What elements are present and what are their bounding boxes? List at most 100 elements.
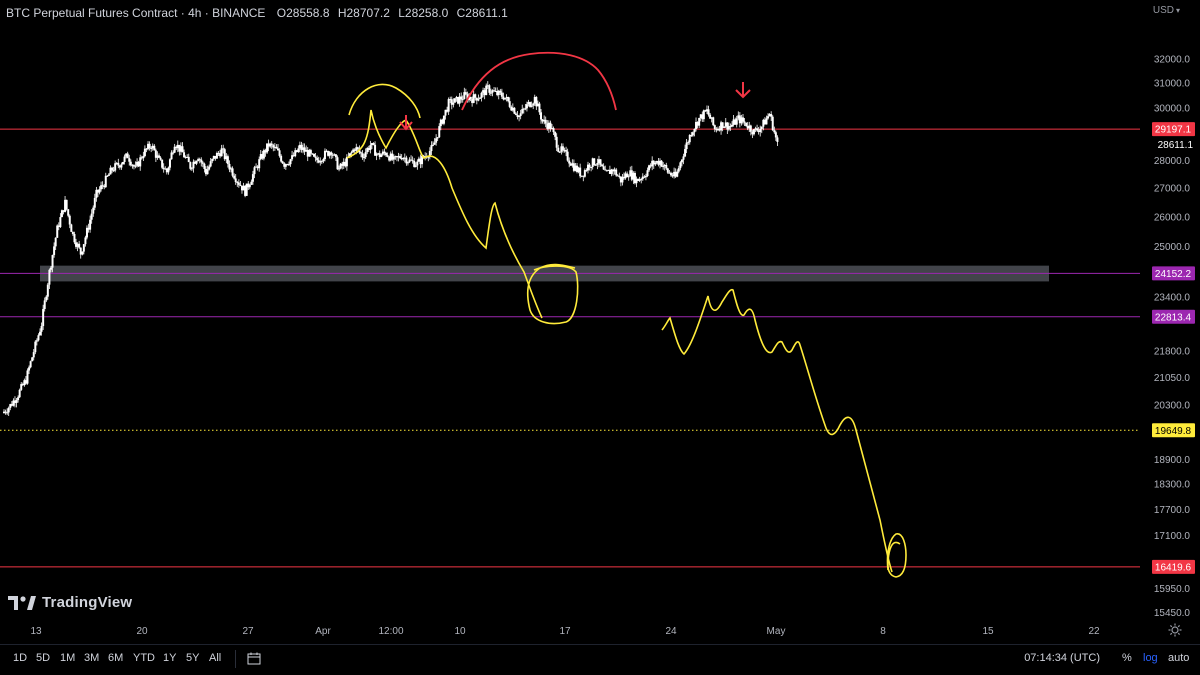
candle-body: [352, 149, 355, 153]
candle-body: [558, 151, 561, 153]
timeframe-3m-button[interactable]: 3M: [84, 652, 100, 664]
date-range-icon[interactable]: [247, 652, 261, 665]
candle-body: [554, 132, 557, 137]
candle-body: [311, 153, 314, 155]
candle-body: [461, 99, 464, 101]
candle-body: [10, 404, 13, 406]
candle-body: [151, 145, 154, 149]
candle-body: [693, 128, 696, 133]
timeframe-5d-button[interactable]: 5D: [36, 652, 51, 664]
candle-body: [132, 165, 135, 167]
candle-body: [287, 164, 290, 166]
candle-body: [256, 166, 259, 169]
candle-body: [309, 150, 312, 154]
bottom-divider: [0, 644, 1200, 645]
gear-icon[interactable]: [1168, 623, 1182, 637]
timeframe-1d-button[interactable]: 1D: [13, 652, 28, 664]
candle-body: [666, 168, 669, 173]
price-line-label: 19649.8: [1155, 426, 1192, 437]
candle-body: [107, 174, 110, 176]
candle-body: [258, 159, 261, 169]
candle-body: [457, 96, 460, 104]
candle-body: [26, 370, 29, 384]
log-scale-button[interactable]: log: [1143, 652, 1158, 664]
candle-body: [183, 152, 186, 158]
yellow-drawing-cap[interactable]: [348, 83, 421, 119]
candle-body: [475, 97, 478, 101]
candle-body: [593, 158, 596, 165]
candle-body: [147, 143, 150, 149]
candle-body: [408, 159, 411, 163]
utc-clock[interactable]: 07:14:34 (UTC): [1024, 652, 1100, 664]
candle-body: [54, 237, 57, 247]
candle-body: [743, 121, 746, 123]
candle-body: [773, 130, 776, 133]
candle-body: [7, 407, 10, 413]
candle-body: [665, 164, 668, 169]
timeframe-1y-button[interactable]: 1Y: [163, 652, 177, 664]
candle-body: [330, 152, 333, 155]
timeframe-1m-button[interactable]: 1M: [60, 652, 76, 664]
ohlc-values: O28558.8 H28707.2 L28258.0 C28611.1: [277, 6, 513, 20]
candle-body: [115, 162, 118, 164]
candle-body: [148, 143, 151, 148]
candle-body: [682, 156, 685, 160]
candle-body: [278, 150, 281, 156]
symbol-title[interactable]: BTC Perpetual Futures Contract · 4h · BI…: [6, 6, 266, 20]
candle-body: [247, 183, 250, 188]
candle-body: [206, 169, 209, 175]
candle-body: [649, 165, 652, 167]
auto-scale-button[interactable]: auto: [1168, 652, 1190, 664]
candle-body: [344, 161, 347, 167]
price-tick-label: 21800.0: [1154, 346, 1191, 357]
candle-body: [267, 143, 270, 147]
candle-body: [701, 114, 704, 120]
timeframe-ytd-button[interactable]: YTD: [133, 652, 155, 664]
candle-body: [757, 130, 760, 133]
yellow-drawing-descent[interactable]: [661, 288, 893, 573]
candle-body: [605, 170, 608, 172]
red-arc-top[interactable]: [461, 51, 617, 111]
yellow-circle-target[interactable]: [526, 263, 579, 325]
candle-body: [698, 117, 701, 126]
time-tick-label: 13: [30, 626, 42, 637]
candle-body: [142, 156, 145, 159]
candle-body: [266, 143, 269, 153]
candle-body: [331, 154, 334, 156]
candle-body: [345, 157, 348, 167]
candle-body: [118, 165, 121, 168]
user-drawings[interactable]: [346, 51, 907, 578]
candle-body: [29, 361, 32, 368]
candle-body: [555, 136, 558, 148]
candle-body: [741, 117, 744, 122]
candle-body: [616, 175, 619, 177]
percent-scale-button[interactable]: %: [1122, 652, 1132, 664]
candle-body: [377, 153, 380, 155]
candle-body: [756, 128, 759, 131]
candle-body: [491, 90, 494, 93]
candle-body: [583, 170, 586, 177]
candle-body: [774, 132, 777, 138]
candle-body: [734, 119, 737, 125]
candle-body: [275, 146, 278, 149]
yellow-circle-bottom[interactable]: [886, 533, 907, 578]
candle-body: [709, 114, 712, 119]
red-arrow-down-icon[interactable]: [399, 115, 413, 131]
red-arrow-down-icon[interactable]: [735, 82, 751, 99]
candle-body: [323, 150, 326, 160]
timeframe-6m-button[interactable]: 6M: [108, 652, 124, 664]
candle-body: [453, 98, 456, 103]
candle-body: [353, 149, 356, 151]
candle-body: [731, 124, 734, 127]
timeframe-5y-button[interactable]: 5Y: [186, 652, 200, 664]
price-line-label: 16419.6: [1155, 562, 1192, 573]
currency-selector[interactable]: USD: [1153, 5, 1180, 16]
candle-body: [389, 153, 392, 161]
yellow-drawing-main[interactable]: [346, 109, 543, 319]
candle-body: [121, 162, 124, 165]
candle-body: [62, 210, 65, 212]
price-tick-label: 18900.0: [1154, 455, 1191, 466]
candle-body: [195, 161, 198, 164]
timeframe-all-button[interactable]: All: [209, 652, 222, 664]
